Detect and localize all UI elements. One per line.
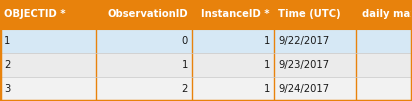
Bar [0,53,96,77]
Text: 9/24/2017: 9/24/2017 [278,84,329,94]
Bar [274,29,356,53]
Text: 1: 1 [4,36,10,46]
Text: 3: 3 [4,84,10,94]
Text: ObservationID: ObservationID [107,9,188,19]
Bar [96,53,192,77]
Bar [192,0,274,29]
Bar [96,77,192,101]
Bar [0,29,96,53]
Text: 1: 1 [264,36,270,46]
Text: 1: 1 [264,60,270,70]
Text: 9/22/2017: 9/22/2017 [278,36,329,46]
Bar [96,29,192,53]
Text: daily max temperature: daily max temperature [362,9,412,19]
Bar [192,77,274,101]
Bar [356,0,412,29]
Text: 1: 1 [182,60,188,70]
Bar [356,53,412,77]
Text: OBJECTID *: OBJECTID * [4,9,66,19]
Text: 9/23/2017: 9/23/2017 [278,60,329,70]
Bar [274,0,356,29]
Text: 2: 2 [4,60,10,70]
Bar [274,77,356,101]
Bar [96,0,192,29]
Bar [356,77,412,101]
Text: Time (UTC): Time (UTC) [278,9,341,19]
Bar [274,53,356,77]
Text: 1: 1 [264,84,270,94]
Bar [0,77,96,101]
Bar [0,0,96,29]
Bar [192,53,274,77]
Text: 2: 2 [182,84,188,94]
Text: 0: 0 [182,36,188,46]
Bar [192,29,274,53]
Text: InstanceID *: InstanceID * [201,9,270,19]
Bar [356,29,412,53]
